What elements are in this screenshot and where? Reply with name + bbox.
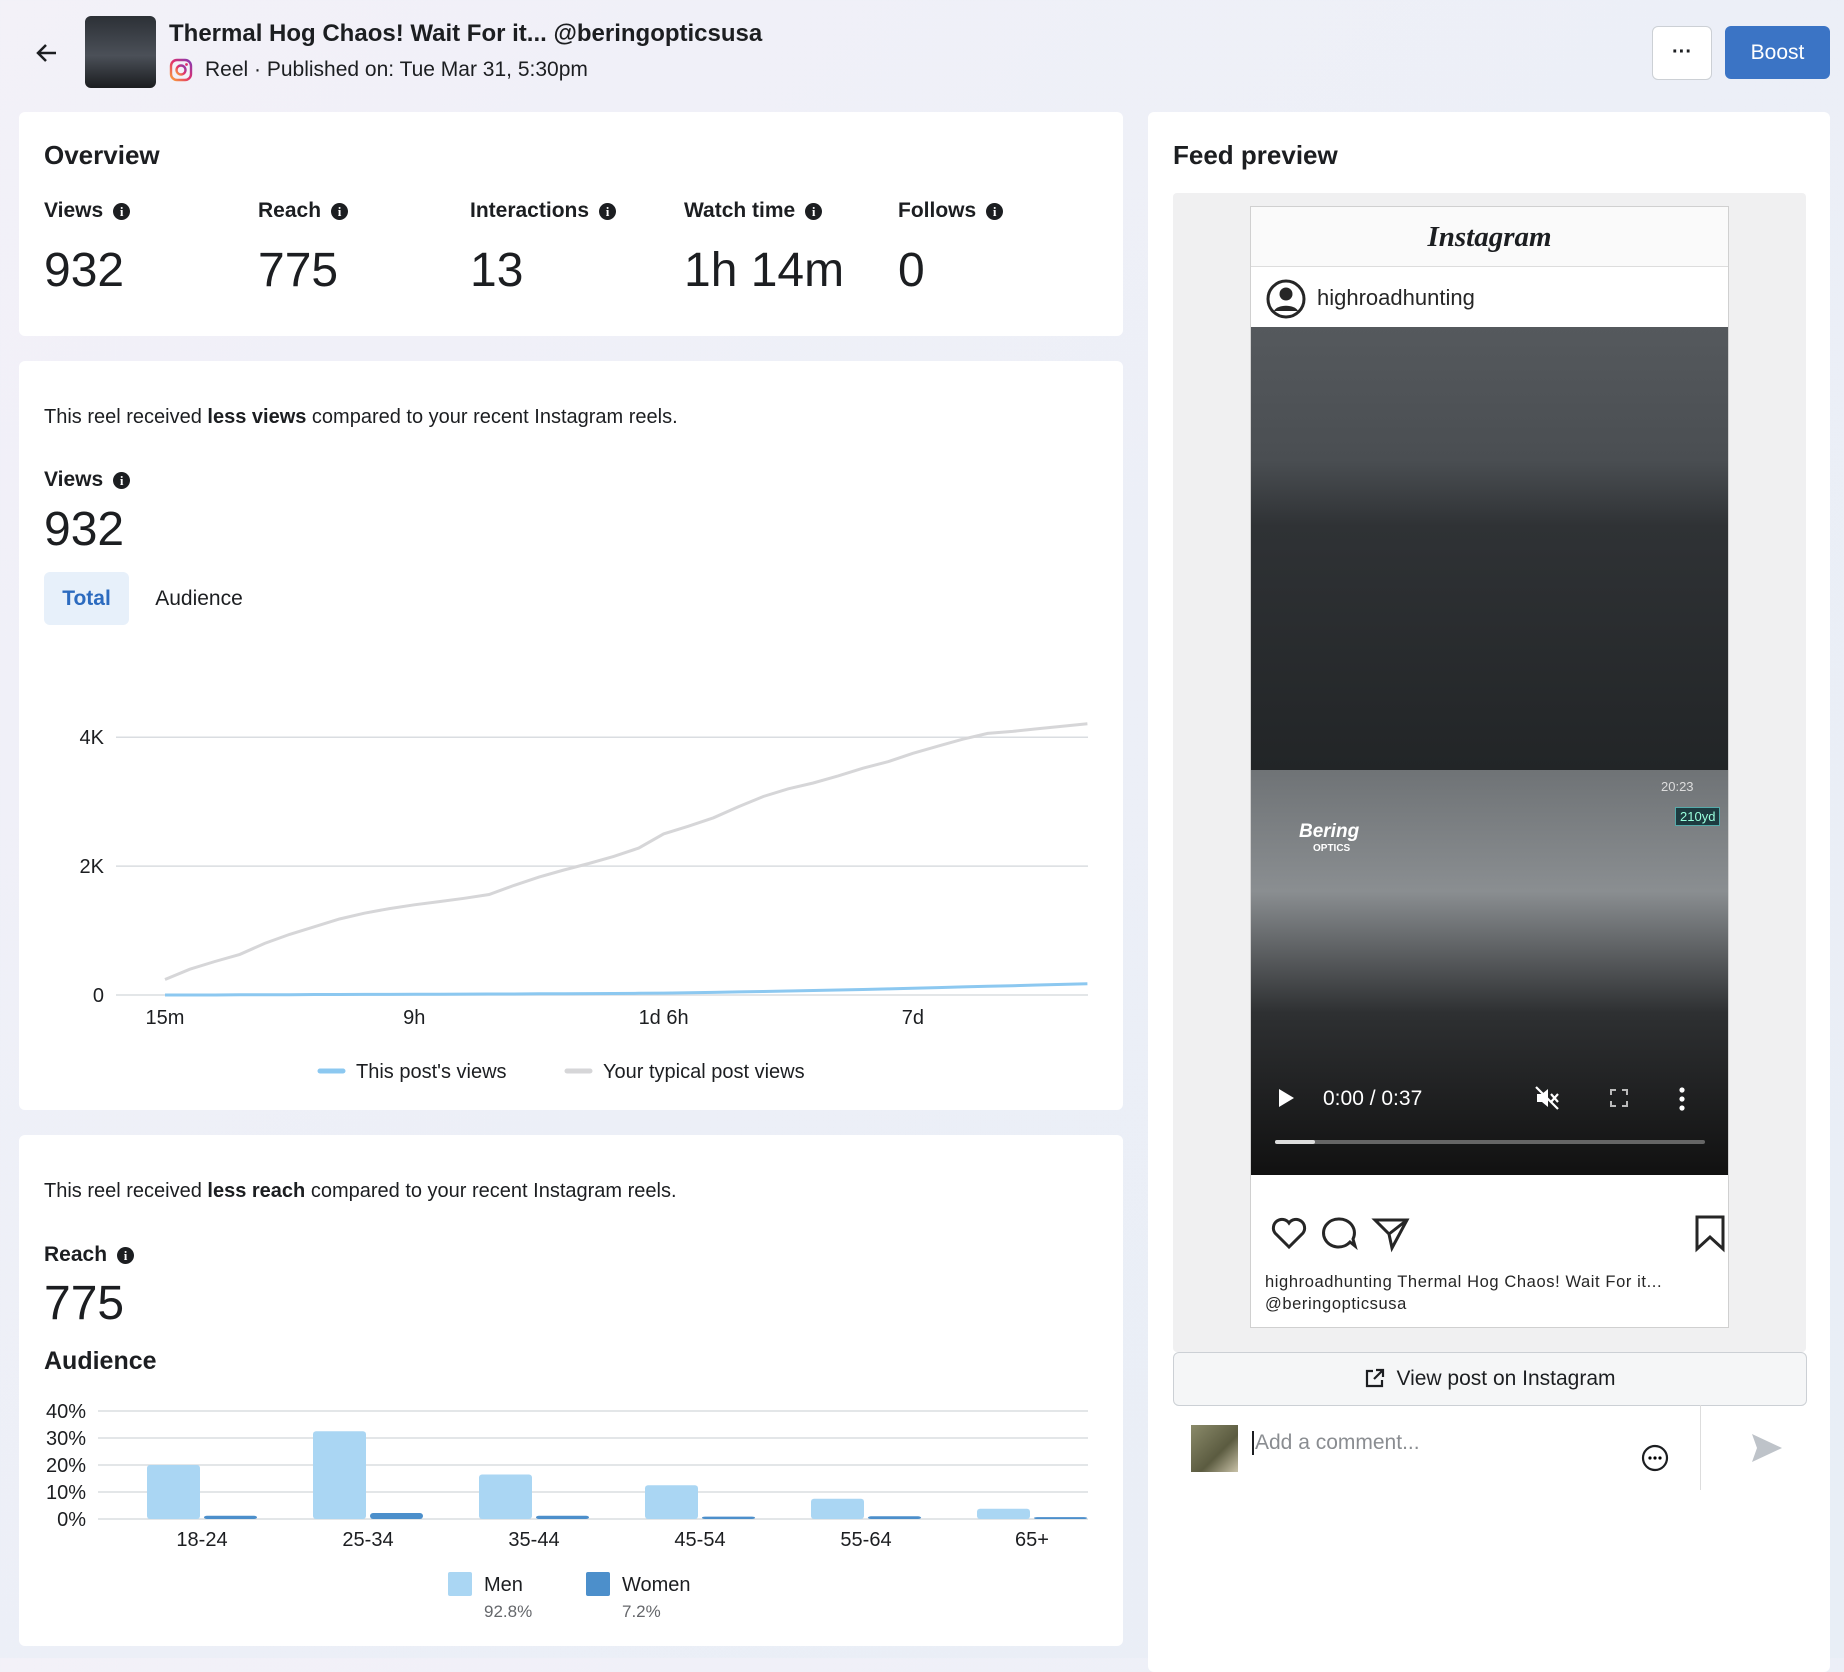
video-overlay-logo: OPTICS — [1313, 843, 1351, 854]
view-post-button[interactable]: View post on Instagram — [1173, 1352, 1807, 1406]
progress-track[interactable] — [1275, 1140, 1705, 1144]
info-icon[interactable]: i — [117, 1247, 135, 1264]
reach-value: 775 — [44, 1277, 125, 1330]
label-text: Follows — [898, 199, 977, 222]
audience-tab[interactable]: Audience — [155, 587, 243, 610]
reel-thumbnail — [85, 16, 156, 88]
metric-value: 13 — [470, 244, 524, 297]
mute-button[interactable] — [1534, 1085, 1560, 1111]
metric-label: Reach i — [258, 199, 349, 223]
video-overlay-text: 210yd — [1675, 807, 1721, 826]
avatar-icon — [1266, 279, 1306, 319]
button-label: View post on Instagram — [1396, 1367, 1616, 1390]
preview-username: highroadhunting — [1317, 285, 1475, 310]
note-bold: less reach — [207, 1180, 306, 1202]
share-icon[interactable] — [1371, 1218, 1410, 1253]
video-time: 0:00 / 0:37 — [1323, 1087, 1423, 1110]
note-text: This reel received — [44, 1180, 208, 1202]
label-text: Views — [44, 468, 104, 491]
overview-title: Overview — [44, 140, 160, 170]
note-text: compared to your recent Instagram reels. — [305, 1180, 677, 1202]
views-label: Views i — [44, 468, 131, 492]
fullscreen-button[interactable] — [1609, 1088, 1629, 1108]
boost-button[interactable]: Boost — [1725, 26, 1830, 79]
reach-note: This reel received less reach compared t… — [44, 1179, 677, 1203]
commenter-avatar — [1191, 1425, 1238, 1472]
reel-subtitle: Reel · Published on: Tue Mar 31, 5:30pm — [205, 58, 588, 81]
audience-heading: Audience — [44, 1347, 157, 1375]
metric-value: 0 — [898, 244, 925, 297]
instagram-logo: Instagram — [1427, 221, 1552, 253]
progress-fill — [1275, 1140, 1315, 1144]
video-overlay-logo: Bering — [1299, 821, 1360, 842]
info-icon[interactable]: i — [599, 203, 617, 220]
save-icon[interactable] — [1695, 1215, 1725, 1253]
more-button[interactable]: ··· — [1652, 26, 1712, 80]
send-button[interactable] — [1750, 1432, 1784, 1464]
caption-line: @beringopticsusa — [1265, 1295, 1407, 1313]
back-button[interactable] — [34, 40, 60, 66]
reach-card: This reel received less reach compared t… — [19, 1135, 1123, 1646]
instagram-bar — [1251, 207, 1728, 267]
label-text: Interactions — [470, 199, 590, 222]
metric-label: Watch time i — [684, 199, 823, 223]
divider — [1700, 1405, 1701, 1490]
external-icon — [1366, 1368, 1385, 1388]
comment-icon[interactable] — [1322, 1217, 1358, 1251]
video-frame-top — [1251, 327, 1728, 770]
info-icon[interactable]: i — [986, 203, 1004, 220]
note-bold: less views — [207, 406, 307, 428]
reach-label: Reach i — [44, 1243, 135, 1267]
caption-line: highroadhunting Thermal Hog Chaos! Wait … — [1265, 1273, 1663, 1291]
overview-card: Overview Views i 932 Reach i 775 Interactions i… — [19, 112, 1123, 336]
action-icons — [1271, 1215, 1725, 1253]
views-value: 932 — [44, 503, 125, 556]
label-text: Views — [44, 199, 104, 222]
label-text: Reach — [258, 199, 322, 222]
play-button[interactable] — [1276, 1087, 1296, 1109]
metric-label: Interactions i — [470, 199, 617, 223]
phone-frame: Instagram highroadhunting 20:23 210yd Be… — [1250, 206, 1729, 1328]
views-note: This reel received less views compared t… — [44, 405, 678, 429]
feed-preview-title: Feed preview — [1173, 140, 1338, 170]
metric-label: Views i — [44, 199, 131, 223]
total-tab[interactable]: Total — [44, 572, 129, 625]
video-overlay-text: 20:23 — [1661, 779, 1694, 794]
note-text: compared to your recent Instagram reels. — [306, 406, 678, 428]
metric-value: 775 — [258, 244, 339, 297]
comment-input[interactable]: Add a comment... — [1252, 1431, 1420, 1455]
info-icon[interactable]: i — [805, 203, 823, 220]
metric-value: 932 — [44, 244, 125, 297]
like-icon[interactable] — [1271, 1217, 1307, 1250]
info-icon[interactable]: i — [331, 203, 349, 220]
views-card: This reel received less views compared t… — [19, 361, 1123, 1110]
info-icon[interactable]: i — [113, 472, 131, 489]
emoji-button[interactable] — [1640, 1443, 1670, 1473]
preview-caption: highroadhunting Thermal Hog Chaos! Wait … — [1265, 1271, 1662, 1315]
video-menu[interactable] — [1678, 1087, 1686, 1111]
note-text: This reel received — [44, 406, 208, 428]
info-icon[interactable]: i — [113, 203, 131, 220]
video-frame-bottom — [1251, 770, 1728, 1175]
instagram-icon — [169, 58, 193, 82]
label-text: Watch time — [684, 199, 796, 222]
reel-title: Thermal Hog Chaos! Wait For it... @berin… — [169, 20, 763, 47]
label-text: Reach — [44, 1243, 108, 1266]
metric-label: Follows i — [898, 199, 1004, 223]
metric-value: 1h 14m — [684, 244, 845, 297]
